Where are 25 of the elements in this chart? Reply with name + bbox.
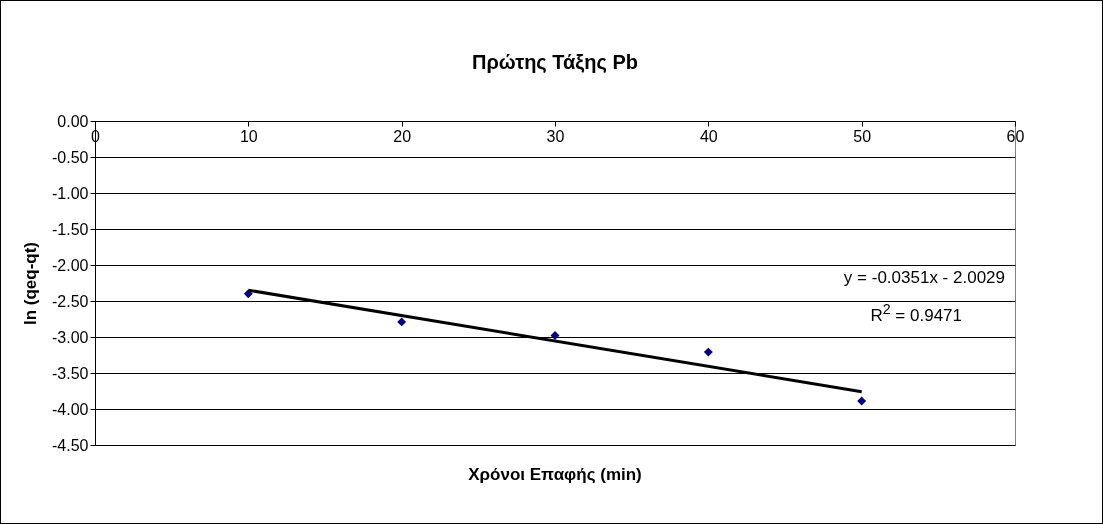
y-tick-label: -3.00 xyxy=(52,328,89,346)
point xyxy=(703,347,713,357)
x-axis-title: Χρόνοι Επαφής (min) xyxy=(468,465,642,484)
x-tick-label: 30 xyxy=(546,127,565,145)
chart-title: Πρώτης Τάξης Pb xyxy=(472,51,638,73)
x-tick-label: 50 xyxy=(853,127,872,145)
point xyxy=(857,396,867,406)
y-tick-label: -4.00 xyxy=(52,400,89,418)
point xyxy=(550,331,560,341)
x-tick-label: 20 xyxy=(393,127,412,145)
x-tick-label: 10 xyxy=(239,127,258,145)
y-tick-label: -2.00 xyxy=(52,256,89,274)
point xyxy=(397,317,407,327)
y-tick-label: -2.50 xyxy=(52,292,89,310)
x-tick-label: 60 xyxy=(1006,127,1025,145)
y-axis-title: ln (qeq-qt) xyxy=(21,241,41,326)
y-tick-label: -1.00 xyxy=(52,184,89,202)
annotation: R$^{2}$ = 0.9471 xyxy=(870,300,962,325)
y-tick-label: -3.50 xyxy=(52,364,89,382)
x-tick-label: 40 xyxy=(699,127,718,145)
y-tick-label: -1.50 xyxy=(52,220,89,238)
y-tick-label: -4.50 xyxy=(52,436,89,454)
y-tick-label: -0.50 xyxy=(52,148,89,166)
annotation: y = -0.0351x - 2.0029 xyxy=(843,268,1005,287)
y-tick-label: 0.00 xyxy=(57,112,89,130)
